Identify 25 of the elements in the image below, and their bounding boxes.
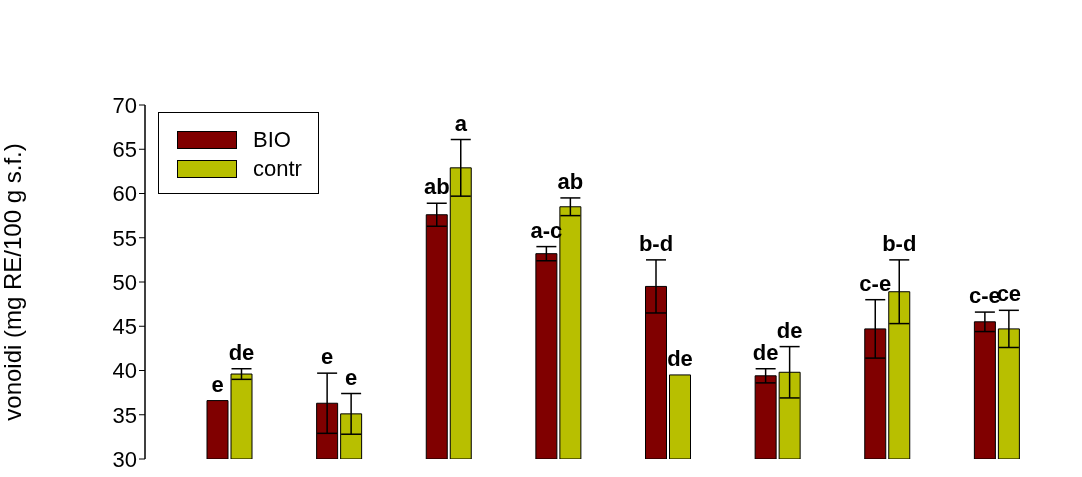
- y-axis-title: vonoidi (mg RE/100 g s.f.): [0, 143, 26, 421]
- y-tick-label: 30: [112, 446, 137, 472]
- annotation: c-e: [859, 270, 892, 296]
- legend-label: contr: [253, 155, 302, 182]
- y-tick-label: 40: [112, 358, 137, 384]
- annotation: b-d: [638, 230, 674, 256]
- y-tick-label: 45: [112, 314, 137, 340]
- y-tick-label: 70: [112, 92, 137, 118]
- annotation: ab: [557, 168, 584, 194]
- annotation: de: [667, 345, 693, 371]
- annotation: de: [776, 317, 803, 343]
- annotation: de: [752, 339, 779, 365]
- annotation: b-d: [882, 230, 917, 256]
- annotation: e: [211, 371, 224, 397]
- annotation: ab: [423, 174, 450, 200]
- annotation: de: [228, 339, 255, 365]
- y-tick-label: 65: [112, 137, 137, 163]
- annotation: e: [321, 344, 334, 370]
- annotation: e: [345, 364, 358, 390]
- y-tick-label: 50: [112, 269, 137, 295]
- legend-label: BIO: [253, 126, 291, 153]
- y-tick-label: 55: [112, 225, 137, 251]
- y-tick-label: 60: [112, 181, 137, 207]
- y-tick-label: 35: [112, 402, 137, 428]
- annotation: a: [454, 110, 468, 136]
